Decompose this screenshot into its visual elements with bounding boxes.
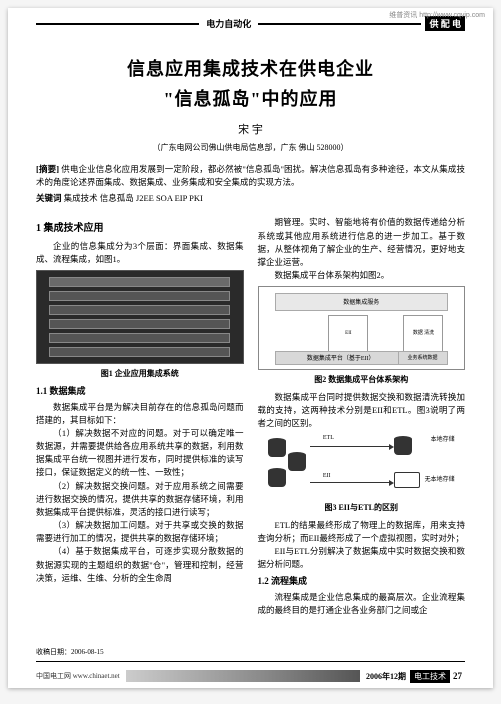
figure-1 xyxy=(36,270,244,364)
para: （1）解决数据不对应的问题。对于可以确定唯一数据源，并需要提供给各应用系统共享的… xyxy=(36,427,244,480)
figure-2-caption: 图2 数据集成平台体系架构 xyxy=(258,374,466,386)
title-block: 信息应用集成技术在供电企业 "信息孤岛"中的应用 xyxy=(36,55,465,111)
title-line-1: 信息应用集成技术在供电企业 xyxy=(36,55,465,81)
left-column: 1 集成技术应用 企业的信息集成分为3个层面：界面集成、数据集成、流程集成，如图… xyxy=(36,216,244,617)
db-icon xyxy=(268,438,286,460)
fig2-bottom-bar: 数据集成平台（基于EII） xyxy=(275,351,407,365)
figure-3-caption: 图3 EII与ETL的区别 xyxy=(258,502,466,514)
keywords-block: 关键词 集成技术 信息孤岛 J2EE SOA EIP PKI xyxy=(36,192,465,204)
abstract-block: [摘要] 供电企业信息化应用发展到一定阶段，都必然被"信息孤岛"困扰。解决信息孤… xyxy=(36,163,465,189)
footer-rule xyxy=(36,661,465,662)
footer-site: 中国电工网 www.chinaet.net xyxy=(36,671,120,681)
abstract-text: 供电企业信息化应用发展到一定阶段，都必然被"信息孤岛"困扰。解决信息孤岛有多种途… xyxy=(36,164,465,187)
fig2-top-row: 数据集成服务 xyxy=(275,293,448,311)
para: 期管理。实时、智能地将有价值的数据传递给分析系统或其他应用系统进行信息的进一步加… xyxy=(258,216,466,269)
keywords-text: 集成技术 信息孤岛 J2EE SOA EIP PKI xyxy=(64,193,203,203)
received-date: 收稿日期：2006-08-15 xyxy=(36,647,104,657)
para: EII与ETL分别解决了数据集成中实时数据交换和数据分析问题。 xyxy=(258,545,466,571)
para: 数据集成平台体系架构如图2。 xyxy=(258,269,466,282)
footer-journal: 电工技术 xyxy=(410,670,450,683)
fig2-bottom-bar2: 业务系统数据 xyxy=(398,351,448,365)
section-1-heading: 1 集成技术应用 xyxy=(36,221,244,237)
section-1-1-heading: 1.1 数据集成 xyxy=(36,385,244,399)
fig3-etl-label: ETL xyxy=(323,434,334,443)
screen-icon xyxy=(394,472,420,488)
header-rule-left xyxy=(36,23,199,25)
db-icon xyxy=(268,468,286,490)
title-line-2: "信息孤岛"中的应用 xyxy=(36,85,465,111)
footer-date: 2006年12期 xyxy=(366,671,406,682)
arrow-icon xyxy=(310,446,390,447)
db-icon xyxy=(394,436,412,458)
right-column: 期管理。实时、智能地将有价值的数据传递给分析系统或其他应用系统进行信息的进一步加… xyxy=(258,216,466,617)
body-columns: 1 集成技术应用 企业的信息集成分为3个层面：界面集成、数据集成、流程集成，如图… xyxy=(36,216,465,617)
para: （2）解决数据交换问题。对于应用系统之间需要进行数据交换的情况，提供共享的数据存… xyxy=(36,480,244,520)
footer-page-number: 27 xyxy=(450,670,465,682)
figure-3: ETL 本地存储 EII 无本地存储 xyxy=(268,434,455,498)
figure-2: 数据集成服务 EII 数据 清洗 数据集成平台（基于EII） 业务系统数据 xyxy=(258,286,466,370)
arrow-icon xyxy=(310,482,390,483)
footer-bar: 中国电工网 www.chinaet.net 2006年12期 电工技术 27 xyxy=(36,668,465,684)
para: （3）解决数据加工问题。对于共享或交换的数据需要进行加工的情况，提供共享的数据存… xyxy=(36,519,244,545)
para: 数据集成平台是为解决目前存在的信息孤岛问题而搭建的，其目标如下： xyxy=(36,401,244,427)
fig3-nostorage-label: 无本地存储 xyxy=(425,476,455,485)
footer-gradient xyxy=(126,670,360,682)
para: 流程集成是企业信息集成的最高层次。企业流程集成的最终目的是打通企业各业务部门之间… xyxy=(258,591,466,617)
keywords-label: 关键词 xyxy=(36,193,62,203)
header-left-tag: 电力自动化 xyxy=(203,17,254,30)
db-icon xyxy=(288,452,306,474)
header-rule-mid xyxy=(258,23,421,25)
watermark-text: 维普资讯 http://www.cqvip.com xyxy=(389,10,485,20)
fig3-eii-label: EII xyxy=(323,472,331,481)
fig2-box-eii: EII xyxy=(328,315,368,355)
fig2-box-clean: 数据 清洗 xyxy=(403,315,443,355)
para: （4）基于数据集成平台，可逐步实现分散数据的数据源实现的主题组织的数据"仓"，管… xyxy=(36,545,244,585)
para: 数据集成平台同时提供数据交换和数据清洗转换加载的支持，这两种技术分别是EII和E… xyxy=(258,391,466,431)
para: ETL的结果最终形成了物理上的数据库，用来支持查询分析；而EII最终形成了一个虚… xyxy=(258,519,466,545)
abstract-label: [摘要] xyxy=(36,164,59,174)
author-affiliation: （广东电网公司佛山供电局信息部，广东 佛山 528000） xyxy=(36,142,465,153)
section-1-2-heading: 1.2 流程集成 xyxy=(258,575,466,589)
para: 企业的信息集成分为3个层面：界面集成、数据集成、流程集成，如图1。 xyxy=(36,240,244,266)
figure-1-caption: 图1 企业应用集成系统 xyxy=(36,368,244,380)
author-name: 宋 宇 xyxy=(36,121,465,137)
fig3-storage-label: 本地存储 xyxy=(431,436,455,445)
